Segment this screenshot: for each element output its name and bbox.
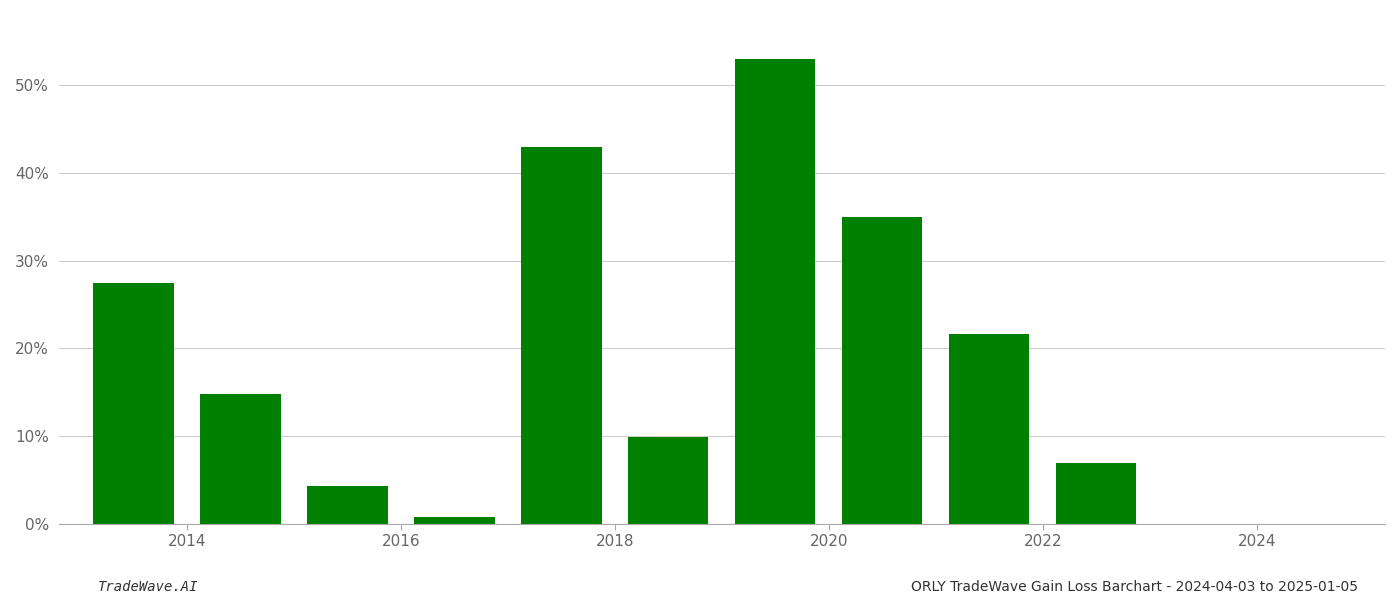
Text: ORLY TradeWave Gain Loss Barchart - 2024-04-03 to 2025-01-05: ORLY TradeWave Gain Loss Barchart - 2024…: [911, 580, 1358, 594]
Bar: [308, 486, 388, 524]
Bar: [414, 517, 494, 524]
Text: TradeWave.AI: TradeWave.AI: [98, 580, 199, 594]
Bar: [200, 394, 280, 524]
Bar: [735, 59, 815, 524]
Bar: [949, 334, 1029, 524]
Bar: [94, 283, 174, 524]
Bar: [629, 437, 708, 524]
Bar: [521, 146, 602, 524]
Bar: [1056, 463, 1137, 524]
Bar: [843, 217, 923, 524]
